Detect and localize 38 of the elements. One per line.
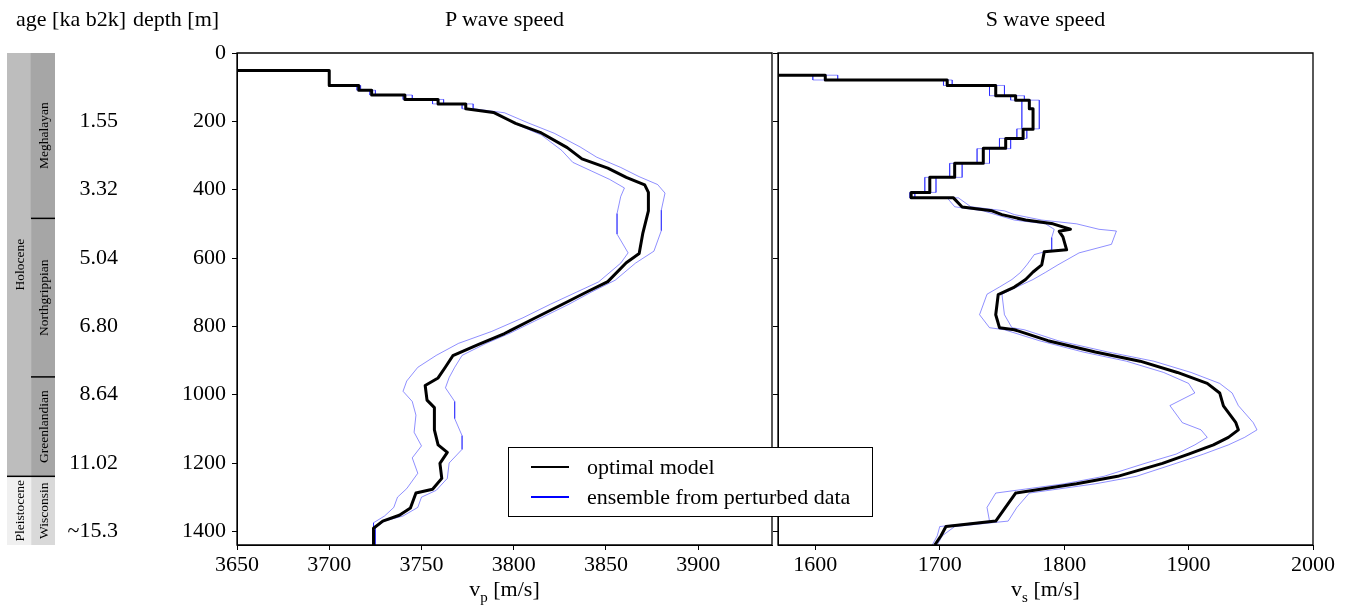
y-tick-label: 1400 — [182, 517, 226, 543]
y-tick-label: 800 — [193, 312, 226, 338]
x-tick-label: 3900 — [676, 550, 721, 576]
text: 5.04 — [79, 243, 118, 269]
text: 8.64 — [79, 380, 118, 406]
y-tick-label: 0 — [215, 38, 226, 64]
text: 1.55 — [79, 107, 118, 133]
x-tick-label: 1600 — [793, 550, 838, 576]
y-tick-label: 400 — [193, 175, 226, 201]
x-tick-label: 1800 — [1042, 550, 1087, 576]
legend-label: optimal model — [587, 454, 715, 480]
chart-title: S wave speed — [985, 6, 1106, 31]
data-label: Meghalayan — [35, 102, 51, 170]
data-label: Wisconsin — [35, 482, 51, 539]
text: ~15.3 — [67, 517, 118, 543]
x-tick-label: 3700 — [307, 550, 352, 576]
x-tick-label: 3850 — [583, 550, 628, 576]
x-tick-label: 2000 — [1291, 550, 1335, 576]
x-tick-label: 1700 — [917, 550, 962, 576]
x-tick-label: 1900 — [1166, 550, 1211, 576]
text: 3.32 — [79, 175, 118, 201]
data-label: Pleistocene — [11, 479, 27, 542]
data-label: Holocene — [11, 238, 27, 291]
x-tick-label: 3750 — [399, 550, 444, 576]
x-tick-label: 3650 — [215, 550, 259, 576]
chart-title: P wave speed — [445, 6, 564, 31]
text: 6.80 — [79, 312, 118, 338]
data-label: Northgrippian — [35, 259, 51, 336]
data-label: Greenlandian — [35, 390, 51, 463]
text: 11.02 — [69, 448, 118, 474]
y-axis-title: depth [m] — [132, 6, 220, 31]
y-tick-label: 600 — [193, 243, 226, 269]
y-tick-label: 1200 — [182, 448, 226, 474]
text: age [ka b2k] — [16, 6, 126, 31]
y-tick-label: 200 — [193, 107, 226, 133]
y-tick-label: 1000 — [182, 380, 226, 406]
legend-label: ensemble from perturbed data — [587, 484, 851, 510]
x-tick-label: 3800 — [491, 550, 536, 576]
